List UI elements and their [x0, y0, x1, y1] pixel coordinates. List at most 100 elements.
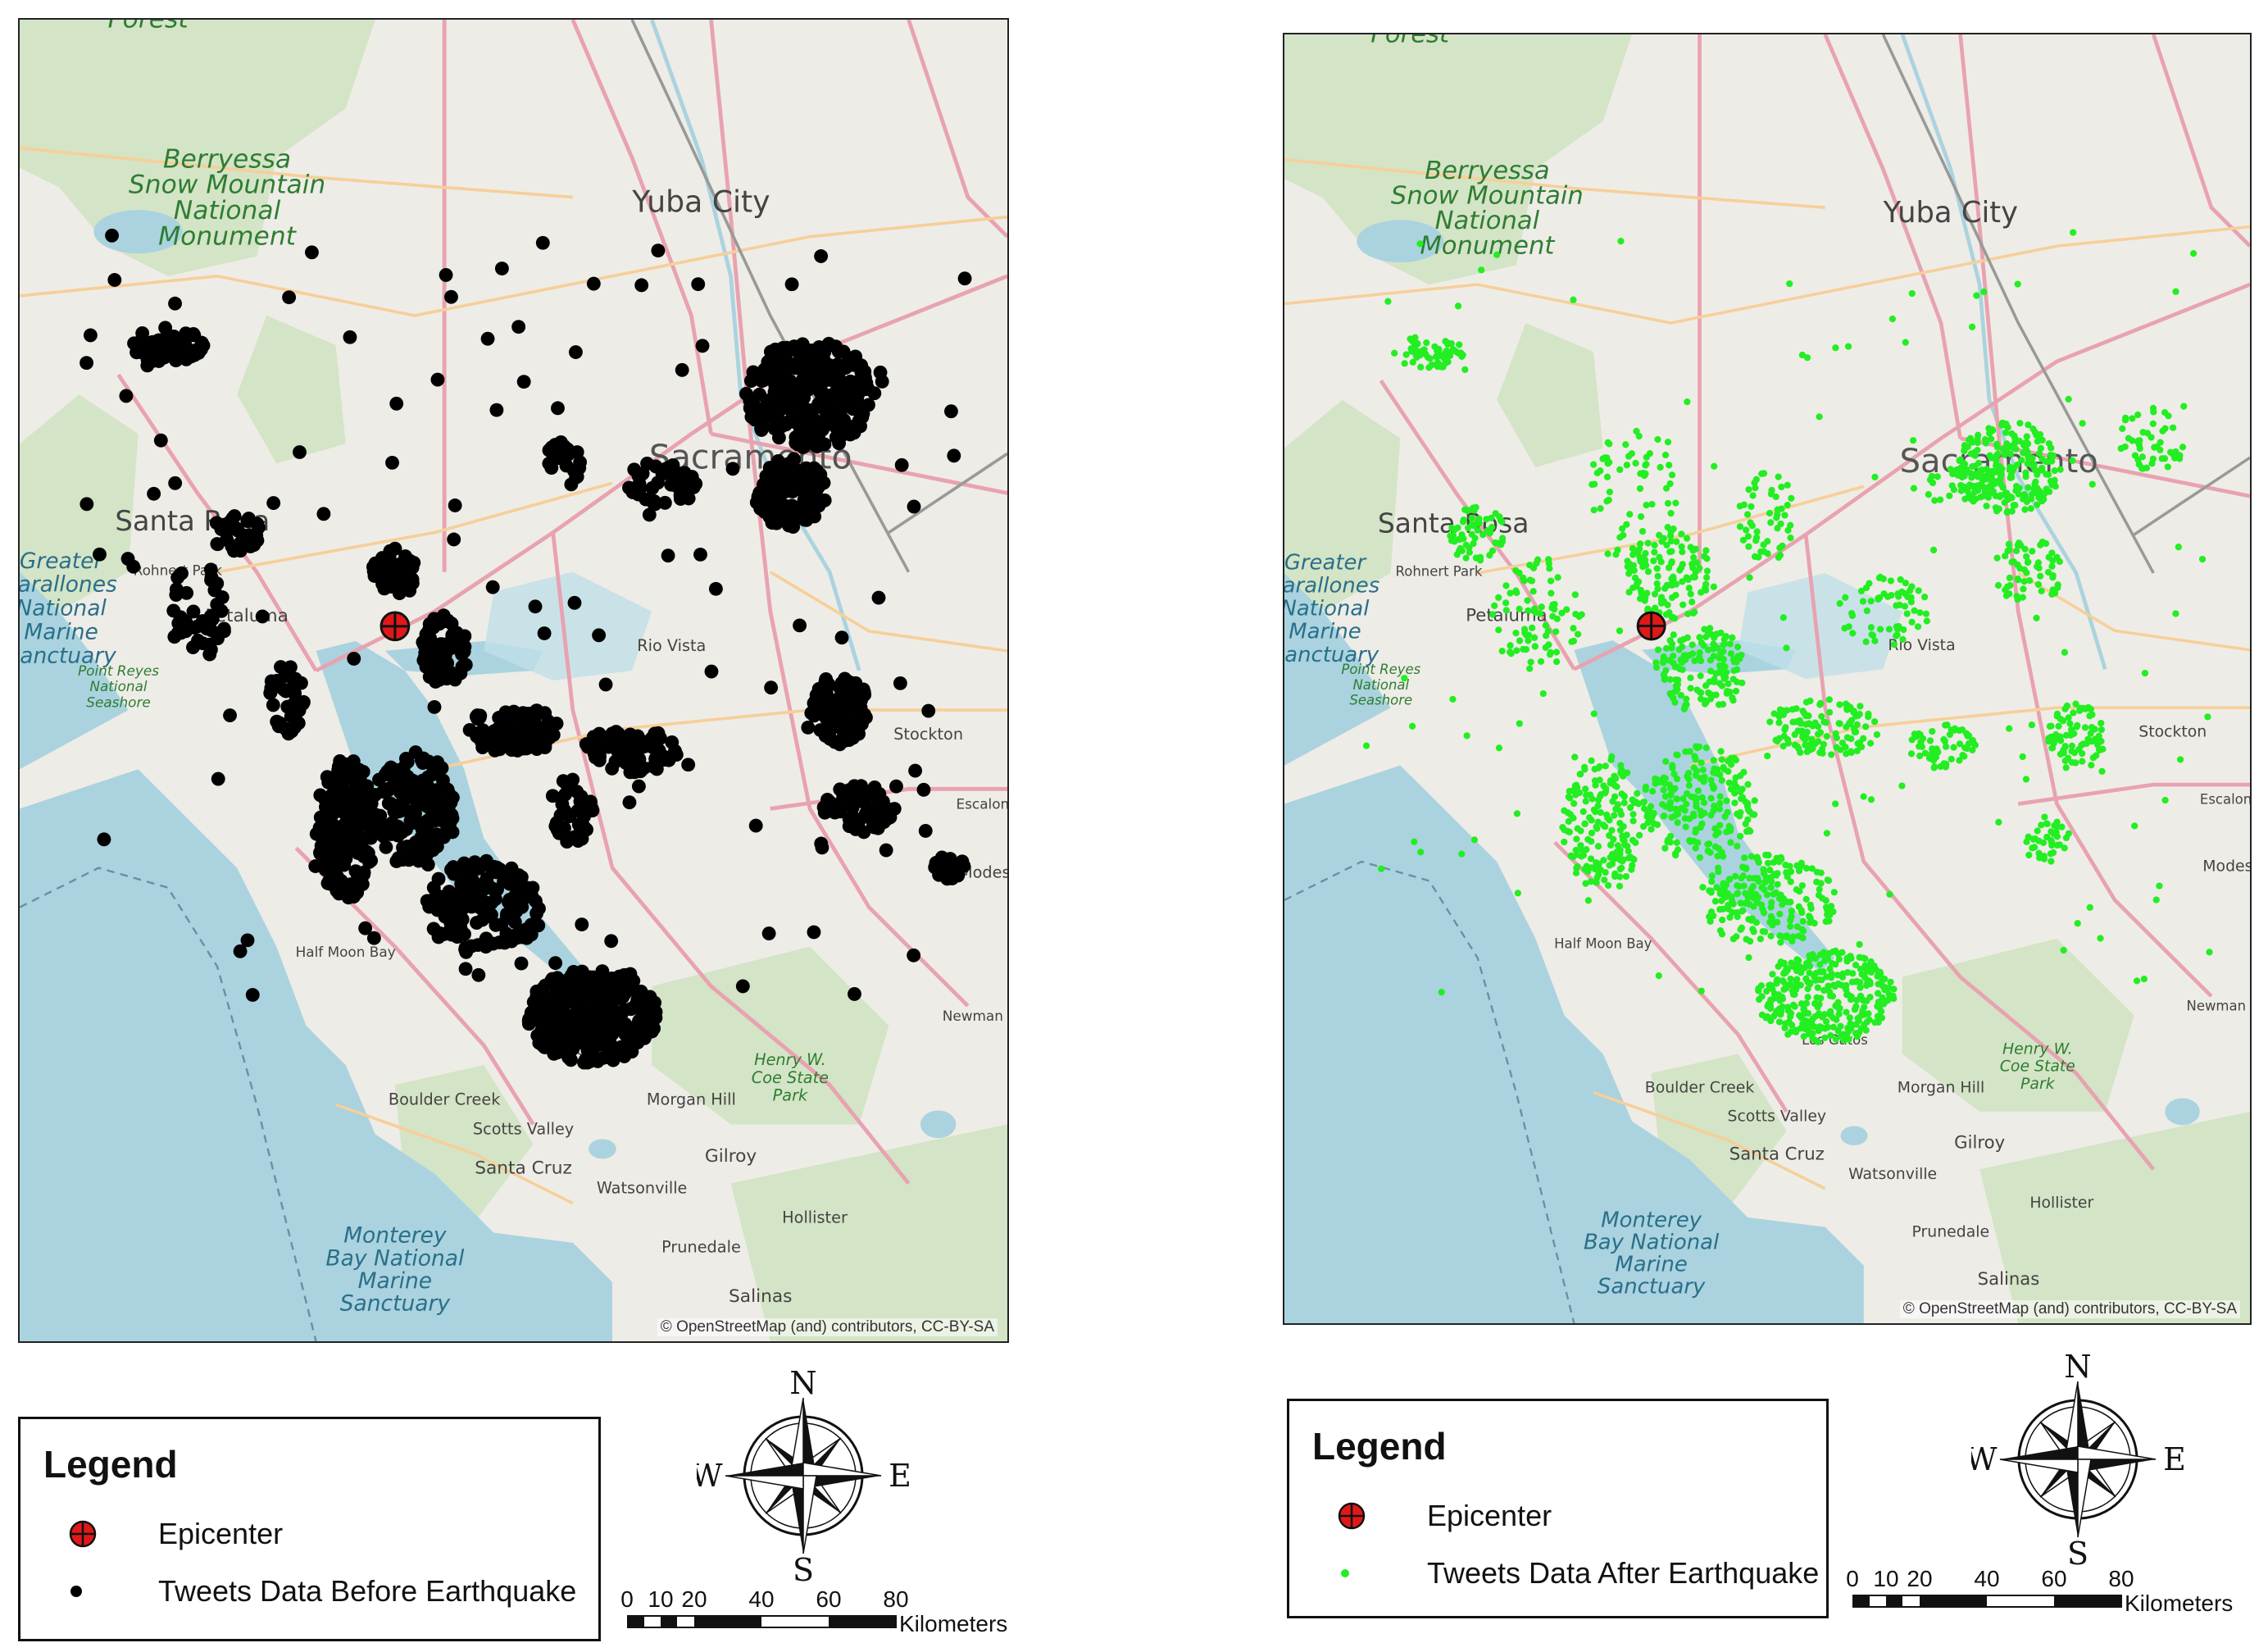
tweet-point	[1579, 851, 1588, 859]
tweet-point	[1639, 799, 1647, 806]
tweet-point	[1718, 756, 1725, 763]
tweet-point	[1993, 554, 2001, 562]
tweet-point	[1746, 574, 1753, 581]
tweet-point	[366, 564, 381, 579]
tweet-point	[1777, 939, 1784, 946]
tweet-point	[1829, 993, 1837, 1000]
tweet-point	[1674, 819, 1681, 826]
tweet-point	[1929, 546, 1938, 554]
tweet-point	[1779, 977, 1786, 985]
tweet-point	[1670, 631, 1677, 639]
tweet-point	[1970, 498, 1977, 505]
tweet-point	[1813, 994, 1820, 1001]
tweet-point	[1702, 547, 1710, 554]
tweet-point	[1744, 533, 1752, 540]
tweet-point	[1929, 479, 1937, 487]
tweet-point	[1732, 872, 1739, 880]
tweet-point	[908, 763, 923, 778]
tweet-point	[786, 405, 801, 420]
tweet-point	[1656, 531, 1663, 539]
tweet-point	[583, 1054, 598, 1069]
tweet-point	[1842, 594, 1849, 601]
tweet-point	[1971, 462, 1979, 470]
tweet-point	[1740, 882, 1748, 890]
tweet-point	[677, 466, 692, 480]
tweet-point	[866, 817, 880, 831]
tweet-point	[1847, 1020, 1854, 1027]
map-place-label: Monument	[1420, 232, 1555, 261]
tweet-point	[2002, 553, 2009, 560]
tweet-point	[1631, 574, 1639, 581]
tweet-point	[1734, 882, 1741, 890]
tweet-point	[1470, 507, 1478, 514]
tweet-point	[1654, 435, 1661, 444]
tweet-point	[2048, 828, 2055, 835]
tweet-point	[588, 984, 602, 999]
tweet-point	[1942, 743, 1950, 750]
tweet-point	[389, 571, 404, 585]
tweet-point	[494, 262, 509, 275]
tweet-point	[1836, 701, 1843, 708]
tweet-point	[849, 792, 863, 807]
tweet-point	[773, 457, 788, 471]
tweet-point	[1672, 499, 1679, 507]
tweet-point	[832, 436, 846, 451]
tweet-point	[1604, 460, 1611, 467]
tweet-point	[1435, 353, 1443, 360]
map-view-after[interactable]: ForestBerryessaSnow MountainNationalMonu…	[1283, 33, 2252, 1325]
tweet-point	[1573, 835, 1580, 843]
tweet-point	[2048, 858, 2055, 865]
tweet-point	[1782, 862, 1789, 869]
tweet-point	[853, 703, 868, 717]
map-view-before[interactable]: ForestBerryessaSnow MountainNationalMonu…	[18, 18, 1009, 1343]
tweet-point	[1693, 686, 1701, 694]
tweet-point	[1798, 862, 1806, 869]
tweet-point	[1479, 531, 1487, 539]
tweet-point	[2133, 977, 2141, 985]
tweet-point	[1679, 643, 1686, 650]
tweet-point	[1725, 822, 1733, 830]
tweet-point	[2029, 548, 2036, 555]
tweet-point	[1607, 853, 1614, 861]
tweet-point	[857, 688, 872, 702]
tweet-point	[2007, 463, 2014, 471]
tweet-point	[339, 757, 353, 771]
tweet-point	[2020, 578, 2028, 585]
scale-bar: 0 10 20 40 60 80 Kilometers	[1846, 1566, 2238, 1627]
tweet-point	[829, 693, 844, 707]
tweet-point	[1766, 1003, 1775, 1010]
tweet-point	[1985, 483, 1993, 490]
tweet-point	[1702, 580, 1710, 588]
tweet-point	[1407, 335, 1414, 343]
tweet-point	[528, 599, 543, 614]
tweet-point	[1946, 492, 1953, 499]
tweet-point	[263, 685, 278, 700]
tweet-point	[1856, 953, 1863, 961]
tweet-point	[537, 626, 552, 640]
tweet-point	[1733, 678, 1741, 685]
tweet-point	[1809, 744, 1816, 753]
tweet-point	[293, 445, 307, 459]
tweet-point	[1666, 657, 1673, 664]
tweet-point	[1818, 976, 1825, 984]
tweet-point	[1862, 982, 1870, 990]
tweet-point	[1597, 808, 1604, 817]
tweet-point	[1876, 626, 1884, 633]
tweet-point	[1707, 917, 1714, 925]
tweet-point	[1687, 544, 1694, 551]
road	[769, 571, 1007, 653]
tweet-point	[1718, 897, 1725, 904]
tweet-point	[1793, 718, 1800, 726]
tweet-point	[1776, 910, 1784, 918]
tweet-point	[1734, 653, 1742, 660]
tweet-point	[1498, 535, 1507, 542]
tweet-point	[1716, 654, 1723, 662]
map-place-label: Newman	[943, 1008, 1003, 1024]
tweet-point	[1492, 510, 1499, 517]
tweet-point	[1622, 872, 1630, 881]
tweet-point	[1607, 841, 1615, 849]
tweet-point	[2029, 844, 2036, 852]
tweet-point	[1860, 735, 1867, 742]
tweet-point	[592, 628, 607, 643]
